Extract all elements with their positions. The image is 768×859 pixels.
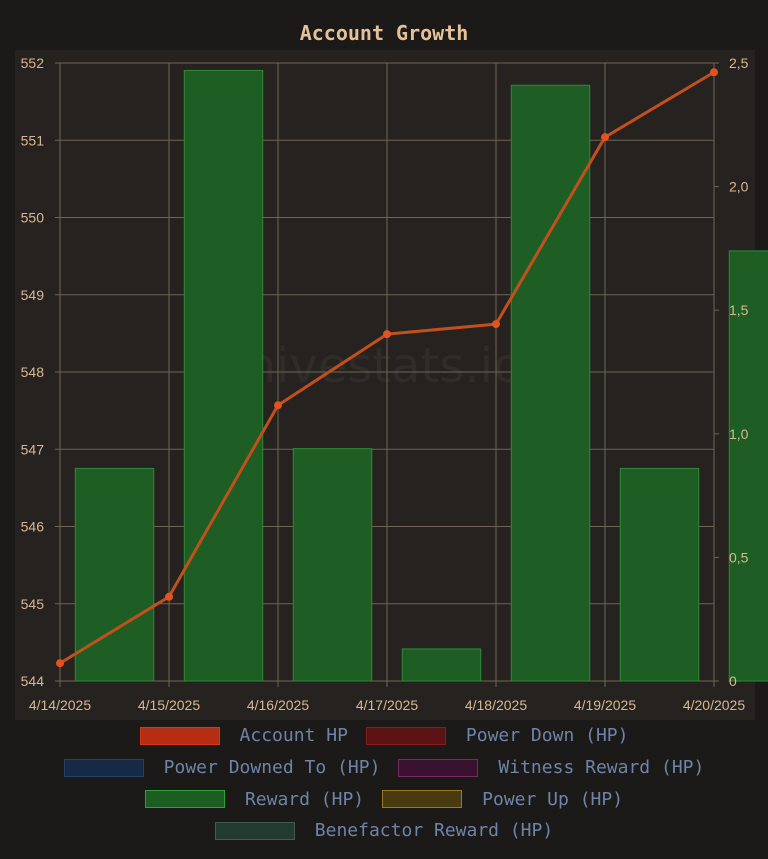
reward-bar (292, 448, 373, 682)
legend-label: Power Downed To (HP) (163, 757, 381, 779)
account-hp-point (274, 401, 282, 410)
y-right-tick-label: 1,5 (729, 302, 749, 318)
chart-title: Account Growth (300, 21, 469, 45)
account-hp-point (492, 320, 500, 329)
legend-item[interactable]: Power Down (HP) (365, 725, 629, 747)
legend-swatch (144, 790, 225, 809)
legend-label: Witness Reward (HP) (498, 757, 705, 779)
y-left-tick-label: 549 (21, 287, 45, 303)
axis-labels: 544 545 546 547 548 549 550 551 552 0 0,5 1,0 1,5 2,0… (21, 55, 749, 713)
x-tick-label: 4/17/2025 (356, 697, 418, 713)
legend-swatch (63, 758, 144, 777)
legend-label: Reward (HP) (244, 788, 365, 810)
account-hp-point (165, 592, 173, 601)
account-hp-point (601, 133, 609, 142)
reward-bar (74, 467, 155, 682)
bars (74, 69, 768, 682)
reward-bar (728, 250, 768, 682)
legend-row: Account HP Power Down (HP) (0, 720, 768, 752)
x-tick-label: 4/19/2025 (574, 697, 636, 713)
reward-bar (510, 84, 591, 682)
legend-swatch (382, 790, 463, 809)
legend-label: Power Down (HP) (465, 725, 629, 747)
watermark: hivestats.io (246, 338, 523, 394)
legend-item[interactable]: Witness Reward (HP) (398, 757, 704, 778)
y-right-tick-label: 0,5 (729, 549, 749, 565)
legend-swatch (365, 726, 446, 745)
legend-label: Benefactor Reward (HP) (314, 820, 554, 842)
legend-item[interactable]: Reward (HP) (144, 788, 365, 810)
legend-swatch (214, 821, 295, 840)
x-tick-label: 4/18/2025 (465, 697, 527, 713)
legend-item[interactable]: Benefactor Reward (HP) (214, 820, 554, 842)
legend-item[interactable]: Account HP (139, 725, 348, 747)
legend-swatch (139, 726, 220, 745)
y-left-tick-label: 544 (21, 673, 45, 689)
y-left-tick-label: 551 (21, 132, 45, 148)
y-left-tick-label: 550 (21, 210, 45, 226)
legend-label: Account HP (239, 725, 348, 747)
y-left-tick-label: 548 (21, 364, 45, 380)
legend-row: Reward (HP) Power Up (HP) (0, 783, 768, 815)
account-hp-point (710, 68, 718, 77)
legend-item[interactable]: Power Downed To (HP) (63, 757, 381, 779)
x-tick-label: 4/14/2025 (29, 697, 91, 713)
legend-item[interactable]: Power Up (HP) (382, 789, 623, 810)
account-hp-point (56, 659, 64, 668)
y-left-tick-label: 546 (21, 519, 45, 535)
y-right-tick-label: 2,5 (729, 55, 749, 71)
reward-bar (401, 648, 482, 682)
y-left-tick-label: 545 (21, 596, 45, 612)
reward-bar (183, 69, 264, 682)
y-left-tick-label: 552 (21, 55, 45, 71)
x-tick-label: 4/20/2025 (683, 697, 745, 713)
x-tick-label: 4/16/2025 (247, 697, 309, 713)
y-left-tick-label: 547 (21, 441, 45, 457)
legend-row: Power Downed To (HP) Witness Reward (HP) (0, 752, 768, 784)
y-right-tick-label: 0 (729, 673, 737, 689)
legend-swatch (398, 758, 479, 777)
account-hp-line (56, 68, 718, 668)
reward-bar (619, 467, 700, 682)
y-right-tick-label: 1,0 (729, 426, 749, 442)
x-tick-label: 4/15/2025 (138, 697, 200, 713)
legend-label: Power Up (HP) (482, 788, 624, 810)
legend: Account HP Power Down (HP) Power Downed To… (0, 720, 768, 847)
grid-lines (55, 62, 719, 687)
y-right-tick-label: 2,0 (729, 179, 749, 195)
account-hp-point (383, 330, 391, 339)
legend-row: Benefactor Reward (HP) (0, 815, 768, 847)
